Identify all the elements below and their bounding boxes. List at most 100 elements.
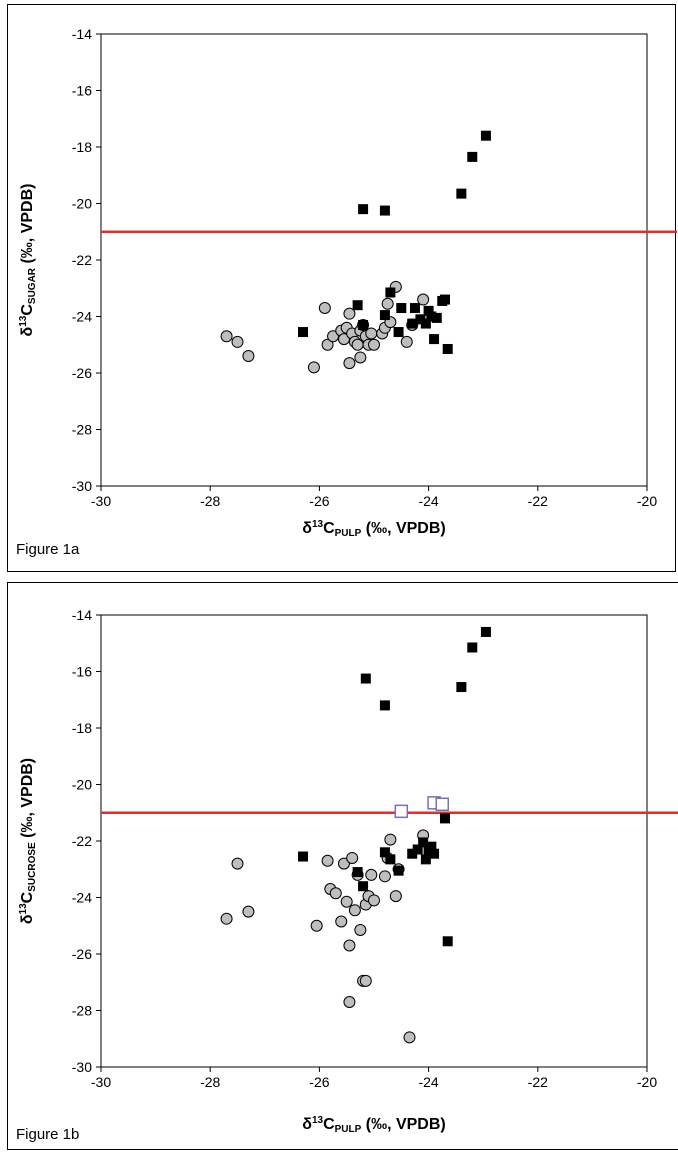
- circle-data-point: [351, 338, 364, 351]
- x-axis-label: δ13CPULP (‰, VPDB): [302, 519, 446, 539]
- plot-area-frame: [100, 614, 648, 1068]
- y-tick-label: -24: [72, 309, 92, 325]
- y-tick-label: -20: [72, 777, 92, 793]
- plot-area-frame: [100, 33, 648, 487]
- square-data-point: [456, 188, 467, 199]
- square-data-point: [298, 851, 309, 862]
- circle-data-point: [343, 307, 356, 320]
- circle-data-point: [318, 302, 331, 315]
- circle-data-point: [307, 361, 320, 374]
- y-tick-label: -18: [72, 720, 92, 736]
- square-data-point: [358, 881, 369, 892]
- square-data-point: [396, 303, 407, 314]
- y-tick-label: -30: [72, 478, 92, 494]
- figure-label: Figure 1b: [16, 1126, 80, 1143]
- square-data-point: [385, 287, 396, 298]
- circle-data-point: [231, 857, 244, 870]
- x-tick-label: -26: [309, 1074, 329, 1090]
- y-tick-label: -22: [72, 833, 92, 849]
- y-axis-label: δ13CSUCROSE (‰, VPDB): [18, 758, 38, 924]
- square-data-point: [412, 844, 423, 855]
- circle-data-point: [220, 330, 233, 343]
- circle-data-point: [343, 357, 356, 370]
- y-axis-label: δ13CSUGAR (‰, VPDB): [18, 184, 38, 337]
- square-data-point: [407, 848, 418, 859]
- circle-data-point: [231, 335, 244, 348]
- circle-data-point: [327, 330, 340, 343]
- y-tick-label: -22: [72, 252, 92, 268]
- square-data-point: [429, 334, 440, 345]
- square-data-point: [439, 294, 450, 305]
- square-data-point: [429, 848, 440, 859]
- square-data-point: [360, 673, 371, 684]
- circle-data-point: [354, 351, 367, 364]
- circle-data-point: [242, 905, 255, 918]
- circle-data-point: [403, 1031, 416, 1044]
- square-data-point: [420, 854, 431, 865]
- circle-data-point: [368, 338, 380, 351]
- circle-data-point: [337, 333, 350, 346]
- y-tick-label: -14: [72, 26, 92, 42]
- square-data-point: [426, 311, 437, 322]
- y-tick-label: -28: [72, 422, 92, 438]
- circle-data-point: [340, 895, 353, 908]
- circle-data-point: [335, 915, 348, 928]
- square-data-point: [442, 343, 453, 354]
- circle-data-point: [381, 297, 394, 310]
- circle-data-point: [417, 293, 430, 306]
- square-data-point: [407, 318, 418, 329]
- square-data-point: [385, 854, 396, 865]
- x-tick-label: -26: [309, 493, 329, 509]
- x-tick-label: -28: [200, 493, 220, 509]
- x-tick-label: -20: [637, 493, 657, 509]
- open-square-data-point: [435, 797, 449, 812]
- y-tick-label: -16: [72, 83, 92, 99]
- circle-data-point: [354, 923, 367, 936]
- circle-data-point: [348, 904, 361, 917]
- square-data-point: [442, 936, 453, 947]
- y-tick-label: -28: [72, 1003, 92, 1019]
- figure-1a-panel: -30 -28 -26 -24 -22 -20 -18 -16 -14 -30 -28 -26 -24 -…: [7, 4, 677, 572]
- square-data-point: [409, 303, 420, 314]
- open-square-data-point: [394, 804, 409, 819]
- y-tick-label: -30: [72, 1059, 92, 1075]
- circle-data-point: [329, 887, 342, 900]
- y-tick-label: -16: [72, 664, 92, 680]
- square-data-point: [426, 841, 437, 852]
- square-data-point: [379, 205, 390, 216]
- square-data-point: [358, 204, 369, 215]
- square-data-point: [393, 327, 404, 338]
- square-data-point: [358, 319, 369, 330]
- square-data-point: [352, 867, 363, 878]
- x-tick-label: -30: [91, 493, 111, 509]
- square-data-point: [439, 813, 450, 824]
- circle-data-point: [337, 857, 350, 870]
- square-data-point: [431, 312, 442, 323]
- square-data-point: [352, 300, 363, 311]
- scatter-chart-1b: -30 -28 -26 -24 -22 -20 -18 -16 -14 -30 -28 -26 -24 -…: [18, 607, 678, 1135]
- scatter-chart-1a: -30 -28 -26 -24 -22 -20 -18 -16 -14 -30 -28 -26 -24 -…: [18, 26, 677, 539]
- square-data-point: [467, 151, 478, 162]
- circle-data-point: [242, 350, 255, 363]
- y-tick-label: -26: [72, 946, 92, 962]
- square-data-point: [415, 314, 426, 325]
- x-tick-label: -24: [418, 1074, 438, 1090]
- square-data-point: [420, 318, 431, 329]
- square-data-point: [393, 865, 404, 876]
- circle-data-point: [384, 833, 397, 846]
- circle-data-point: [343, 939, 356, 952]
- circle-data-point: [220, 912, 233, 925]
- y-tick-label: -20: [72, 196, 92, 212]
- square-data-point: [379, 847, 390, 858]
- x-tick-label: -24: [418, 493, 438, 509]
- circle-data-point: [346, 851, 359, 864]
- y-tick-label: -18: [72, 139, 92, 155]
- square-data-point: [456, 682, 467, 693]
- x-tick-label: -22: [528, 1074, 548, 1090]
- square-data-point: [298, 327, 309, 338]
- circle-data-point: [378, 870, 391, 883]
- circle-data-point: [400, 335, 413, 348]
- y-tick-label: -14: [72, 607, 92, 623]
- y-tick-label: -24: [72, 890, 92, 906]
- figure-label: Figure 1a: [16, 541, 80, 558]
